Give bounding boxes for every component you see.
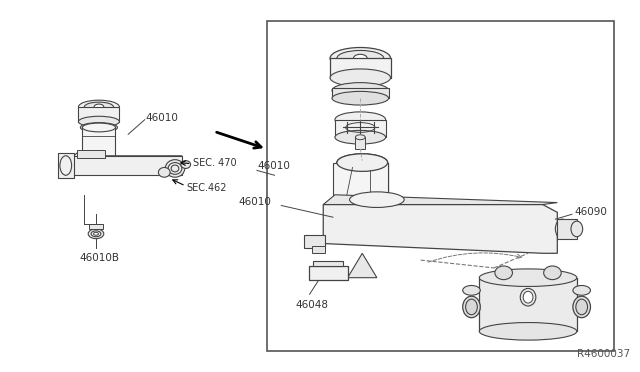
Polygon shape [323,195,557,205]
Ellipse shape [479,269,577,286]
Ellipse shape [330,69,390,87]
Bar [308,266,348,280]
Ellipse shape [466,299,477,315]
Ellipse shape [337,154,388,171]
Bar [83,128,115,161]
Polygon shape [72,151,182,175]
Ellipse shape [355,135,365,140]
Ellipse shape [349,192,404,208]
Ellipse shape [543,266,561,280]
Ellipse shape [93,232,99,235]
Ellipse shape [353,54,367,62]
Bar [79,107,120,122]
Text: 46010: 46010 [146,113,179,123]
Ellipse shape [345,157,380,169]
Bar [332,89,388,98]
Ellipse shape [463,285,480,295]
Text: 46010: 46010 [258,161,291,170]
Bar [304,235,325,248]
Ellipse shape [573,296,591,318]
Text: SEC. 470: SEC. 470 [193,158,236,168]
Ellipse shape [335,131,386,144]
Ellipse shape [330,48,390,69]
Ellipse shape [463,296,480,318]
Bar [330,58,390,78]
Ellipse shape [332,92,388,105]
Text: R4600037: R4600037 [577,349,630,359]
Ellipse shape [83,123,115,132]
Ellipse shape [165,160,185,177]
Ellipse shape [556,219,569,239]
Polygon shape [333,163,388,231]
Ellipse shape [168,163,182,174]
Bar [72,156,182,175]
Bar [314,261,343,266]
Text: 46010B: 46010B [79,253,120,263]
Text: 46090: 46090 [575,207,608,217]
Ellipse shape [79,116,120,127]
Bar [479,278,577,331]
Ellipse shape [335,112,386,128]
Ellipse shape [83,156,115,165]
Ellipse shape [79,100,120,114]
Text: 46010: 46010 [239,197,271,206]
Ellipse shape [91,231,101,237]
Ellipse shape [337,51,384,66]
Ellipse shape [88,229,104,239]
Bar [58,153,74,178]
Ellipse shape [495,266,513,280]
Ellipse shape [576,299,588,315]
Ellipse shape [181,161,191,169]
Ellipse shape [94,104,104,110]
Bar [335,120,386,137]
Ellipse shape [84,102,113,112]
Polygon shape [348,253,377,278]
Text: SEC.462: SEC.462 [187,183,227,193]
Ellipse shape [159,167,170,177]
Bar [267,21,614,351]
Ellipse shape [337,154,388,171]
Bar [77,150,105,158]
Bar [89,224,103,229]
Text: 46048: 46048 [296,300,329,310]
Bar [312,247,325,253]
Ellipse shape [571,221,582,237]
Bar [557,219,577,239]
Ellipse shape [171,165,179,172]
Polygon shape [323,205,557,253]
Bar [355,137,365,149]
Ellipse shape [573,285,591,295]
Ellipse shape [520,288,536,306]
Ellipse shape [332,83,388,98]
Ellipse shape [479,323,577,340]
Ellipse shape [60,156,72,175]
Ellipse shape [335,223,390,239]
Ellipse shape [81,123,118,132]
Ellipse shape [523,291,533,303]
